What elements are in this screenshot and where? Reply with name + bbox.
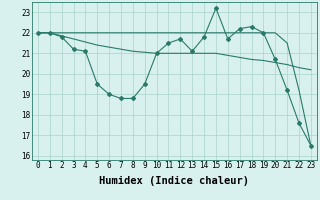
- X-axis label: Humidex (Indice chaleur): Humidex (Indice chaleur): [100, 176, 249, 186]
